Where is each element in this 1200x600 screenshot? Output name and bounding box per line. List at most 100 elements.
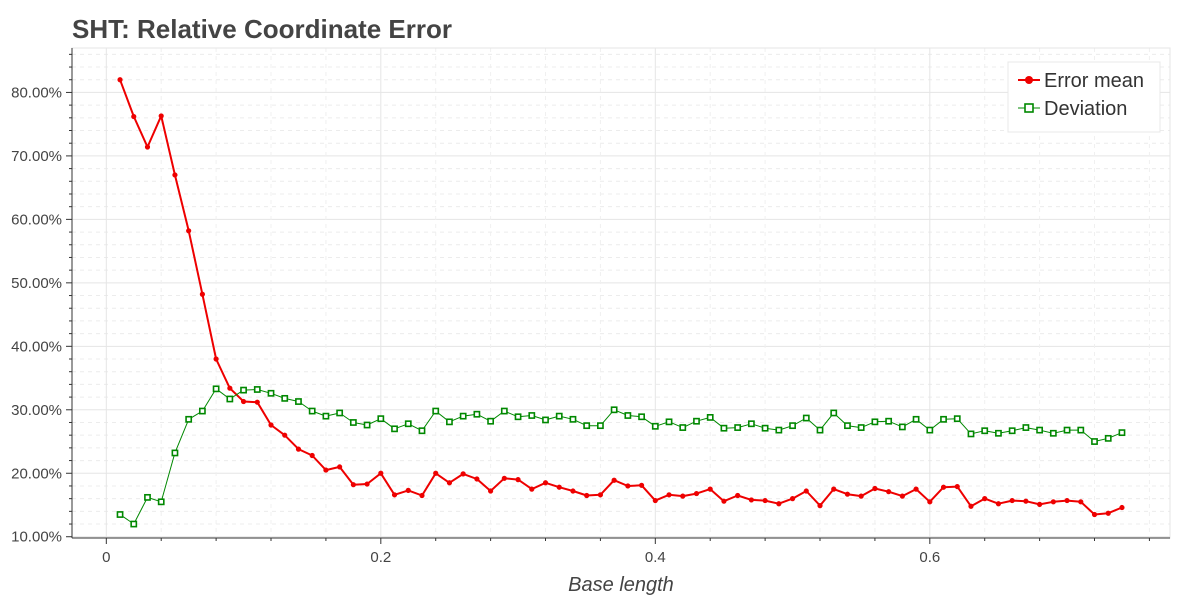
data-point <box>666 492 672 498</box>
data-point <box>144 144 151 150</box>
data-point <box>857 424 865 431</box>
data-point <box>982 496 988 502</box>
data-point <box>213 356 219 362</box>
y-tick-label: 30.00% <box>11 402 62 419</box>
data-point <box>117 77 123 83</box>
data-point <box>597 492 604 498</box>
data-point <box>625 483 631 489</box>
data-point <box>885 417 893 425</box>
data-point <box>968 503 974 509</box>
data-point <box>323 467 329 473</box>
data-point <box>803 488 809 494</box>
data-point <box>721 498 727 504</box>
data-point <box>432 407 440 415</box>
data-point <box>116 511 124 518</box>
data-point <box>172 172 178 178</box>
data-point <box>446 418 453 426</box>
legend-box <box>1007 61 1161 133</box>
data-point <box>446 480 453 486</box>
data-point <box>680 493 686 499</box>
data-point <box>652 497 658 504</box>
series-line <box>119 79 1123 516</box>
data-point <box>940 415 947 423</box>
data-point <box>954 483 960 490</box>
data-point <box>693 490 700 497</box>
data-point <box>529 486 535 492</box>
data-point <box>391 425 398 433</box>
data-point <box>706 414 714 421</box>
data-point <box>199 291 205 297</box>
data-point <box>1036 426 1044 434</box>
data-point <box>542 416 549 424</box>
data-point <box>322 412 330 420</box>
data-point <box>488 488 494 494</box>
data-point <box>817 503 823 509</box>
data-point <box>185 415 193 423</box>
data-point <box>157 498 165 506</box>
data-point <box>775 426 783 434</box>
data-point <box>816 426 824 434</box>
data-point <box>899 493 905 499</box>
data-point <box>349 419 357 426</box>
legend: Error mean Deviation <box>1007 61 1161 133</box>
data-point <box>405 487 411 493</box>
series-line <box>119 388 1123 525</box>
data-point <box>556 484 562 490</box>
data-point <box>720 424 728 432</box>
data-point <box>967 430 975 438</box>
data-point <box>802 414 810 422</box>
data-point <box>198 407 206 415</box>
data-point <box>501 475 507 481</box>
data-point <box>282 432 288 438</box>
data-point <box>336 409 344 417</box>
data-point <box>679 424 687 431</box>
data-point <box>1050 499 1056 505</box>
y-tick-label: 40.00% <box>11 338 62 355</box>
legend-label-deviation: Deviation <box>1044 98 1127 120</box>
x-axis-label: Base length <box>568 574 674 596</box>
data-point <box>473 410 481 418</box>
data-point <box>844 491 851 497</box>
data-point <box>638 413 645 421</box>
data-point <box>995 501 1002 507</box>
data-point <box>1091 438 1098 445</box>
data-point <box>1049 429 1057 437</box>
data-point <box>858 493 864 499</box>
data-point <box>1078 499 1084 505</box>
data-point <box>1063 426 1071 434</box>
data-point <box>144 493 151 501</box>
data-point <box>171 449 179 457</box>
data-point <box>570 488 576 494</box>
data-point <box>1037 501 1043 507</box>
data-point <box>995 429 1002 437</box>
data-point <box>762 497 768 504</box>
data-point <box>254 399 260 405</box>
data-point <box>337 464 343 470</box>
data-point <box>460 471 466 477</box>
data-point <box>474 476 480 482</box>
data-point <box>1009 497 1015 504</box>
data-point <box>226 395 234 403</box>
data-point <box>693 417 700 425</box>
y-tick-label: 70.00% <box>11 148 62 165</box>
data-point <box>418 427 426 435</box>
data-point <box>377 415 385 423</box>
data-point <box>953 415 961 423</box>
data-point <box>186 228 192 234</box>
y-tick-label: 50.00% <box>11 275 62 292</box>
data-point <box>1105 510 1111 516</box>
data-point <box>913 486 919 492</box>
data-point <box>1008 427 1016 435</box>
data-point <box>886 489 892 495</box>
grid-lines <box>72 48 1170 538</box>
data-point <box>253 386 261 393</box>
data-point <box>1104 434 1112 442</box>
data-point <box>268 422 274 428</box>
data-point <box>912 415 920 423</box>
series-layer <box>116 77 1126 528</box>
data-point <box>404 420 412 428</box>
data-point <box>789 496 796 502</box>
data-point <box>734 424 742 431</box>
data-point <box>707 486 713 492</box>
